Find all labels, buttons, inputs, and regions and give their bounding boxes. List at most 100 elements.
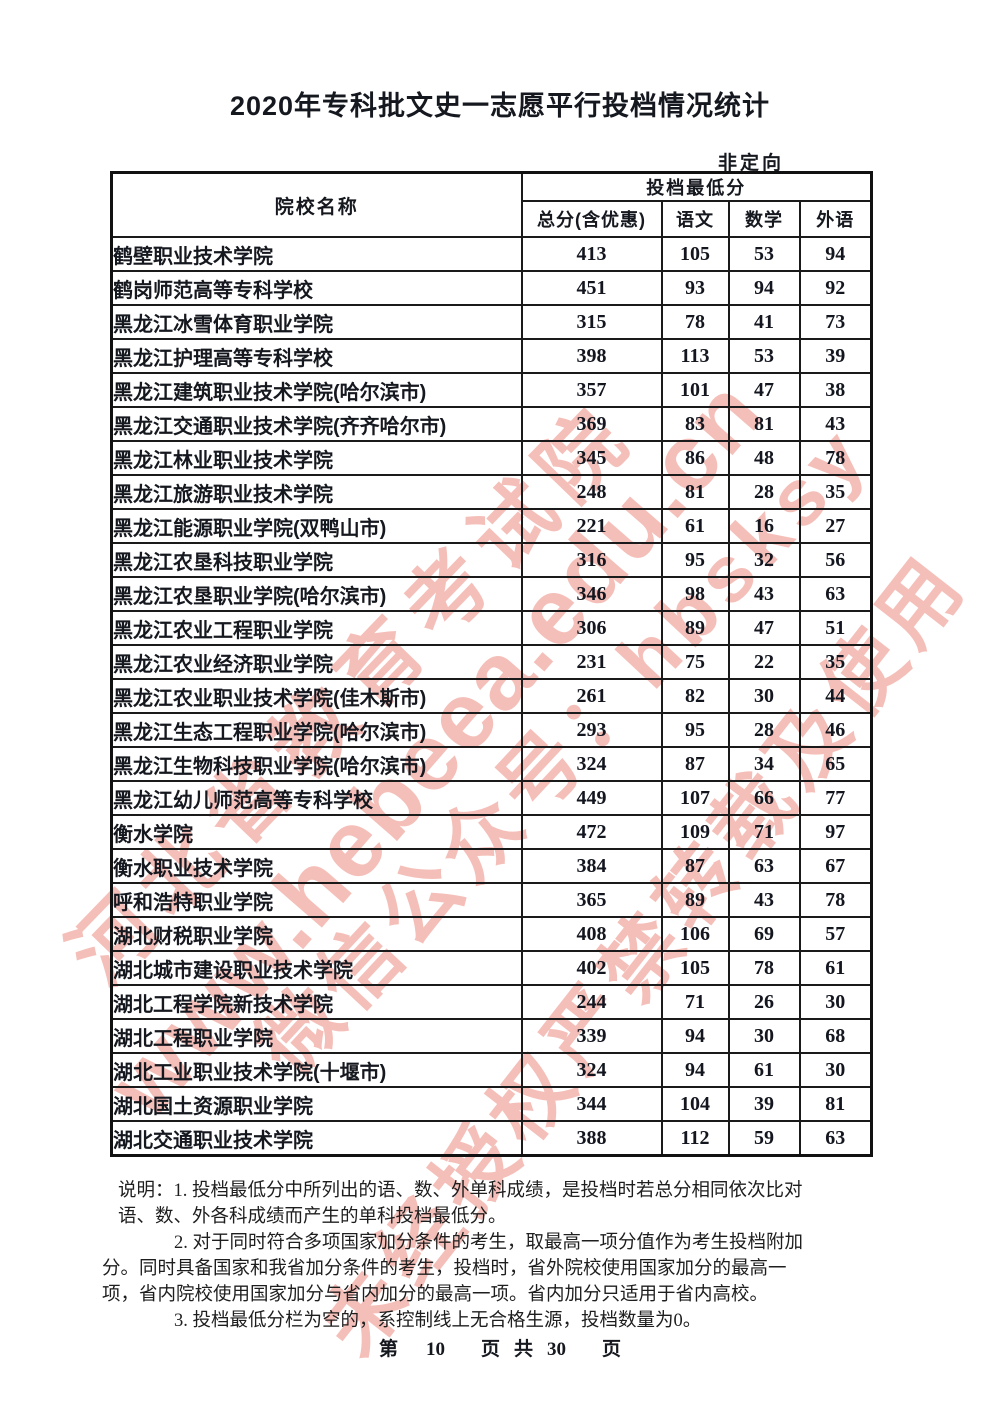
institution-name-cell: 衡水职业技术学院: [110, 848, 523, 884]
score-cell-total: 413: [520, 236, 663, 272]
score-cell-foreign: 51: [798, 610, 873, 646]
score-cell-foreign: 81: [798, 1086, 873, 1122]
score-cell-total: 365: [520, 882, 663, 918]
score-cell-chinese: 109: [660, 814, 730, 850]
score-cell-total: 306: [520, 610, 663, 646]
institution-name-cell: 黑龙江生物科技职业学院(哈尔滨市): [110, 746, 523, 782]
column-header-foreign-language: 外语: [798, 200, 873, 238]
institution-name-cell: 黑龙江交通职业技术学院(齐齐哈尔市): [110, 406, 523, 442]
score-cell-total: 231: [520, 644, 663, 680]
score-cell-chinese: 95: [660, 712, 730, 748]
score-cell-chinese: 95: [660, 542, 730, 578]
score-cell-foreign: 67: [798, 848, 873, 884]
column-header-chinese: 语文: [660, 200, 730, 238]
column-header-institution: 院校名称: [110, 171, 523, 238]
score-cell-total: 248: [520, 474, 663, 510]
score-cell-math: 28: [727, 474, 801, 510]
note-line: 项，省内院校使用国家加分与省内加分的最高一项。省内加分只适用于省内高校。: [102, 1285, 769, 1305]
institution-name-cell: 黑龙江农垦职业学院(哈尔滨市): [110, 576, 523, 612]
score-cell-math: 81: [727, 406, 801, 442]
institution-name-cell: 黑龙江能源职业学院(双鸭山市): [110, 508, 523, 544]
table-row: 鹤岗师范高等专科学校 451 93 94 92: [110, 270, 873, 306]
institution-name-cell: 黑龙江建筑职业技术学院(哈尔滨市): [110, 372, 523, 408]
table-row: 黑龙江交通职业技术学院(齐齐哈尔市) 369 83 81 43: [110, 406, 873, 442]
institution-name-cell: 湖北工业职业技术学院(十堰市): [110, 1052, 523, 1088]
score-cell-foreign: 94: [798, 236, 873, 272]
footer-label-ye: 页: [480, 1339, 500, 1360]
score-cell-total: 315: [520, 304, 663, 340]
institution-name-cell: 黑龙江护理高等专科学校: [110, 338, 523, 374]
score-cell-math: 30: [727, 1018, 801, 1054]
score-cell-total: 388: [520, 1120, 663, 1157]
table-row: 呼和浩特职业学院 365 89 43 78: [110, 882, 873, 918]
institution-name-cell: 鹤岗师范高等专科学校: [110, 270, 523, 306]
score-cell-math: 53: [727, 338, 801, 374]
score-cell-chinese: 105: [660, 236, 730, 272]
score-cell-math: 26: [727, 984, 801, 1020]
note-line: 语、数、外各科成绩而产生的单科投档最低分。: [118, 1207, 507, 1227]
institution-name-cell: 湖北城市建设职业技术学院: [110, 950, 523, 986]
score-table-body: 鹤壁职业技术学院 413 105 53 94 鹤岗师范高等专科学校 451 93 94 92 黑龙江…: [110, 236, 873, 1157]
page-number-footer: 第 10 页 共 30 页: [0, 1334, 1000, 1361]
score-cell-foreign: 38: [798, 372, 873, 408]
table-row: 湖北财税职业学院 408 106 69 57: [110, 916, 873, 952]
notes-block: 说明：1. 投档最低分中所列出的语、数、外单科成绩，是投档时若总分相同依次比对 …: [102, 1178, 894, 1334]
column-header-math: 数学: [727, 200, 801, 238]
score-cell-chinese: 113: [660, 338, 730, 374]
institution-name-cell: 黑龙江林业职业技术学院: [110, 440, 523, 476]
table-row: 黑龙江建筑职业技术学院(哈尔滨市) 357 101 47 38: [110, 372, 873, 408]
score-cell-foreign: 35: [798, 644, 873, 680]
score-cell-foreign: 46: [798, 712, 873, 748]
score-cell-math: 59: [727, 1120, 801, 1157]
score-cell-total: 344: [520, 1086, 663, 1122]
score-cell-foreign: 77: [798, 780, 873, 816]
score-cell-foreign: 63: [798, 576, 873, 612]
table-header-row-sub: 总分(含优惠) 语文 数学 外语: [112, 200, 873, 238]
score-cell-total: 244: [520, 984, 663, 1020]
score-cell-chinese: 71: [660, 984, 730, 1020]
score-cell-foreign: 78: [798, 440, 873, 476]
score-cell-total: 472: [520, 814, 663, 850]
score-cell-total: 293: [520, 712, 663, 748]
table-row: 黑龙江生态工程职业学院(哈尔滨市) 293 95 28 46: [110, 712, 873, 748]
score-cell-foreign: 27: [798, 508, 873, 544]
institution-name-cell: 湖北国土资源职业学院: [110, 1086, 523, 1122]
score-cell-foreign: 43: [798, 406, 873, 442]
footer-total-pages: 30: [547, 1339, 567, 1360]
column-header-min-score-group: 投档最低分: [520, 171, 873, 202]
note-line: 2. 对于同时符合多项国家加分条件的考生，取最高一项分值作为考生投档附加: [174, 1233, 804, 1253]
score-cell-chinese: 61: [660, 508, 730, 544]
score-cell-total: 369: [520, 406, 663, 442]
table-row: 衡水学院 472 109 71 97: [110, 814, 873, 850]
orientation-label: 非定向: [718, 153, 785, 174]
table-row: 黑龙江能源职业学院(双鸭山市) 221 61 16 27: [110, 508, 873, 544]
score-cell-total: 339: [520, 1018, 663, 1054]
score-cell-total: 357: [520, 372, 663, 408]
footer-label-gong: 共: [514, 1339, 534, 1360]
score-cell-math: 30: [727, 678, 801, 714]
score-cell-math: 61: [727, 1052, 801, 1088]
score-cell-chinese: 93: [660, 270, 730, 306]
score-cell-chinese: 87: [660, 848, 730, 884]
institution-name-cell: 鹤壁职业技术学院: [110, 236, 523, 272]
score-cell-total: 345: [520, 440, 663, 476]
institution-name-cell: 湖北交通职业技术学院: [110, 1120, 523, 1157]
institution-name-cell: 黑龙江农业职业技术学院(佳木斯市): [110, 678, 523, 714]
institution-name-cell: 湖北工程学院新技术学院: [110, 984, 523, 1020]
institution-name-cell: 湖北工程职业学院: [110, 1018, 523, 1054]
note-line: 说明：1. 投档最低分中所列出的语、数、外单科成绩，是投档时若总分相同依次比对: [118, 1181, 803, 1201]
score-cell-total: 384: [520, 848, 663, 884]
score-cell-math: 43: [727, 576, 801, 612]
institution-name-cell: 黑龙江农业工程职业学院: [110, 610, 523, 646]
score-cell-math: 16: [727, 508, 801, 544]
institution-name-cell: 呼和浩特职业学院: [110, 882, 523, 918]
table-row: 湖北交通职业技术学院 388 112 59 63: [110, 1120, 873, 1157]
score-cell-foreign: 92: [798, 270, 873, 306]
score-cell-total: 408: [520, 916, 663, 952]
score-cell-chinese: 75: [660, 644, 730, 680]
score-cell-total: 451: [520, 270, 663, 306]
score-cell-math: 28: [727, 712, 801, 748]
score-cell-foreign: 65: [798, 746, 873, 782]
score-cell-foreign: 30: [798, 984, 873, 1020]
